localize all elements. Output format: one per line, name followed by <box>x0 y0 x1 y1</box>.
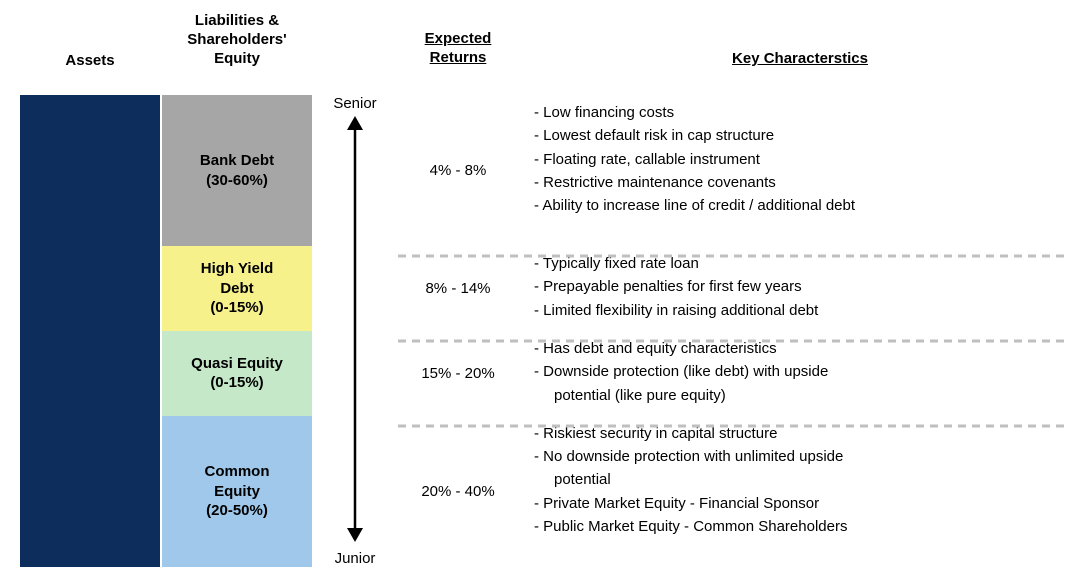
liability-block-bank-debt: Bank Debt(30-60%) <box>162 95 312 246</box>
characteristic-line: - Ability to increase line of credit / a… <box>530 194 1066 217</box>
expected-return-common-equity: 20% - 40% <box>398 416 518 567</box>
liability-label: Bank Debt <box>200 151 274 171</box>
liability-label: Debt <box>220 279 253 299</box>
characteristics-bank-debt: - Low financing costs- Lowest default ri… <box>530 95 1070 246</box>
liability-label: (30-60%) <box>206 171 268 191</box>
headers-row: Assets Liabilities & Shareholders' Equit… <box>0 12 1084 82</box>
liability-label: (0-15%) <box>210 373 263 393</box>
characteristic-line: - Private Market Equity - Financial Spon… <box>530 492 1066 515</box>
expected-return-bank-debt: 4% - 8% <box>398 95 518 246</box>
liability-label: Common <box>205 462 270 482</box>
characteristic-line: - Floating rate, callable instrument <box>530 148 1066 171</box>
characteristic-line: - Restrictive maintenance covenants <box>530 171 1066 194</box>
seniority-arrow-column: Senior Junior <box>320 95 390 567</box>
characteristic-line: - Public Market Equity - Common Sharehol… <box>530 515 1066 538</box>
characteristic-line: - Low financing costs <box>530 101 1066 124</box>
junior-label: Junior <box>335 550 376 567</box>
characteristic-line-cont: potential (like pure equity) <box>530 384 1066 407</box>
characteristic-line: - Lowest default risk in cap structure <box>530 124 1066 147</box>
row-separator <box>398 415 1070 432</box>
characteristic-line: - Limited flexibility in raising additio… <box>530 299 1066 322</box>
header-liabilities: Liabilities & Shareholders' Equity <box>162 12 312 68</box>
liability-block-quasi-equity: Quasi Equity(0-15%) <box>162 331 312 416</box>
characteristic-line: - Downside protection (like debt) with u… <box>530 360 1066 383</box>
header-returns: Expected Returns <box>398 30 518 68</box>
row-separator <box>398 245 1070 262</box>
liabilities-stack: Bank Debt(30-60%)High YieldDebt(0-15%)Qu… <box>162 95 312 567</box>
liability-label: (0-15%) <box>210 298 263 318</box>
liability-label: High Yield <box>201 259 274 279</box>
double-arrow-icon <box>343 114 367 548</box>
liability-block-common-equity: CommonEquity(20-50%) <box>162 416 312 567</box>
row-separator <box>398 330 1070 347</box>
characteristic-line-cont: potential <box>530 468 1066 491</box>
header-characteristics: Key Characterstics <box>620 50 980 69</box>
characteristic-line: - Prepayable penalties for first few yea… <box>530 275 1066 298</box>
liability-block-high-yield: High YieldDebt(0-15%) <box>162 246 312 331</box>
senior-label: Senior <box>333 95 376 112</box>
assets-bar <box>20 95 160 567</box>
liability-label: Equity <box>214 482 260 502</box>
characteristic-line: - No downside protection with unlimited … <box>530 445 1066 468</box>
liability-label: Quasi Equity <box>191 354 283 374</box>
header-assets: Assets <box>20 52 160 71</box>
liability-label: (20-50%) <box>206 501 268 521</box>
characteristics-common-equity: - Riskiest security in capital structure… <box>530 416 1070 567</box>
